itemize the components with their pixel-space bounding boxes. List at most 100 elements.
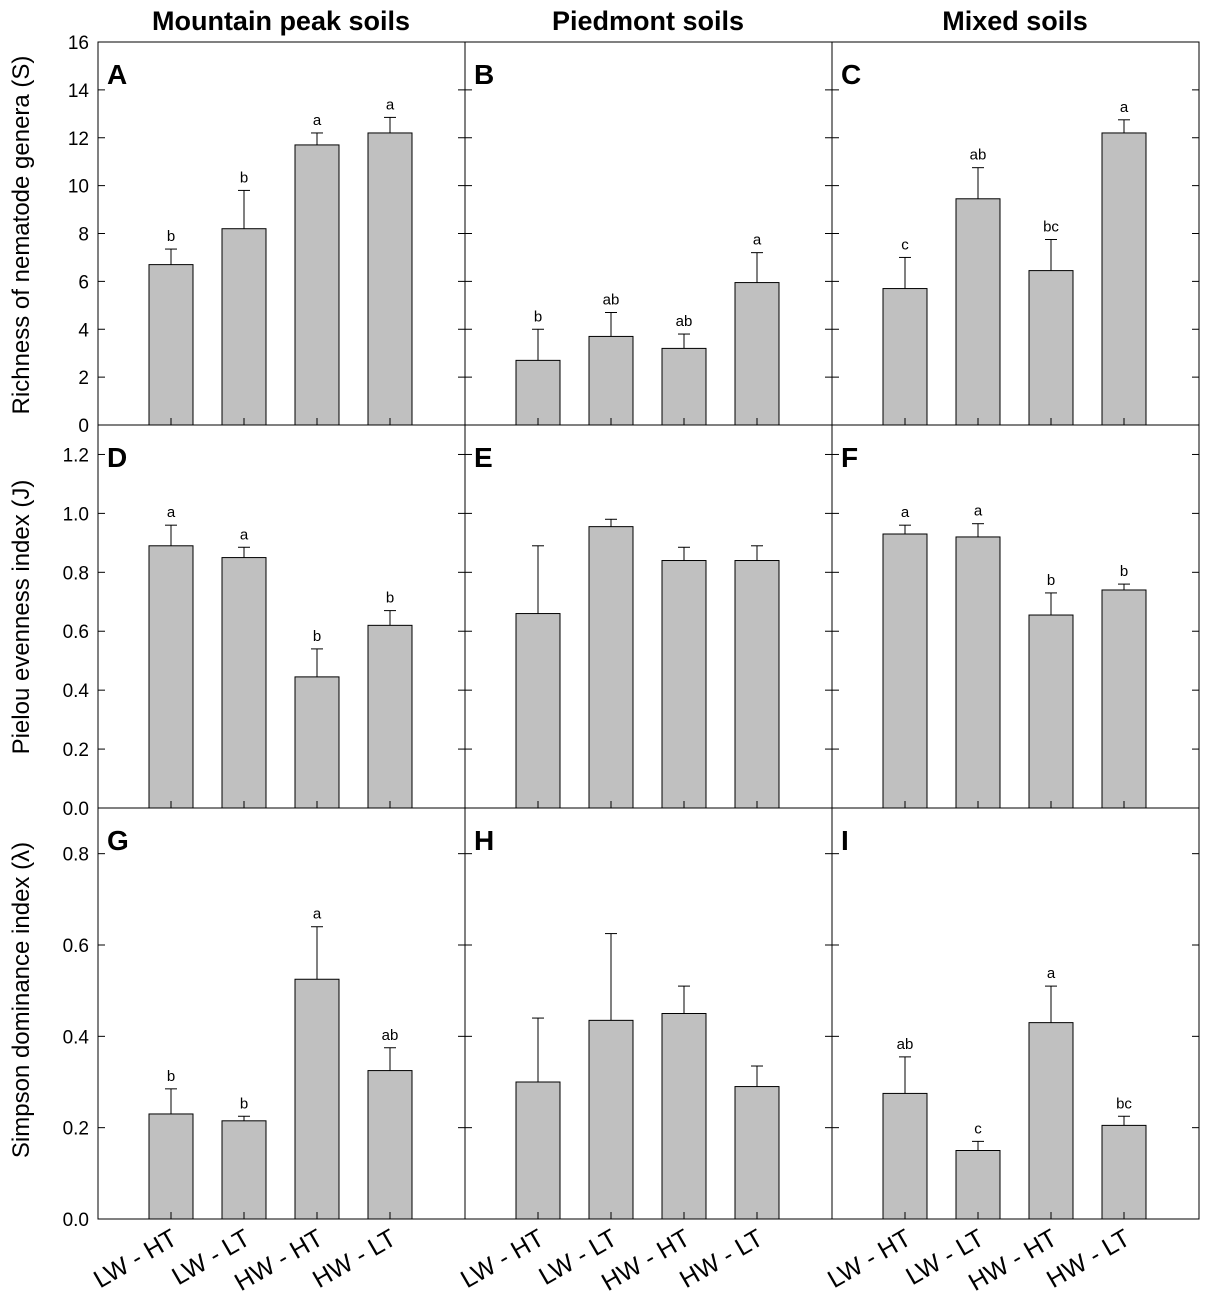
- panel-e: E: [464, 424, 833, 809]
- panel-b-bar-1: [515, 359, 561, 426]
- panel-a-ytick-label: 10: [68, 177, 89, 198]
- panel-a-sig-label-3: a: [313, 112, 322, 129]
- column-title-mixed-soils: Mixed soils: [942, 6, 1088, 36]
- panel-f-bar-2: [955, 536, 1001, 809]
- panel-e-bar-2: [588, 526, 634, 809]
- panel-c-bar-1: [882, 288, 928, 426]
- panel-d-sig-label-1: a: [167, 504, 176, 521]
- panel-a-letter: A: [107, 59, 127, 90]
- row-ylabel-simpson: Simpson dominance index (λ): [8, 842, 35, 1158]
- panel-h-category-label-1: LW - HT: [456, 1224, 549, 1294]
- panel-b-sig-label-4: a: [753, 232, 762, 249]
- panel-g-sig-label-4: ab: [382, 1027, 399, 1044]
- panel-g-ytick-label: 0.8: [63, 845, 89, 866]
- panel-h-category-label-4: HW - LT: [675, 1224, 768, 1294]
- panel-d-bar-3: [294, 676, 340, 809]
- panels-group: 0246810121416bbaaAbababaBcabbcaC0.00.20.…: [63, 33, 1200, 1297]
- panel-d-ytick-label: 0.4: [63, 681, 90, 702]
- panel-a-sig-label-2: b: [240, 169, 248, 186]
- panel-a-bar-1: [148, 264, 194, 426]
- panel-h-bar-1: [515, 1081, 561, 1220]
- panel-g-ytick-label: 0.4: [63, 1027, 90, 1048]
- panel-g-bar-4: [367, 1070, 413, 1220]
- panel-i-bar-3: [1028, 1022, 1074, 1220]
- panel-d-bar-2: [221, 557, 267, 809]
- panel-b-letter: B: [474, 59, 494, 90]
- panel-g-ytick-label: 0.6: [63, 936, 89, 957]
- panel-d-ytick-label: 0.6: [63, 622, 89, 643]
- panel-d-ytick-label: 0.8: [63, 563, 89, 584]
- panel-c-bar-4: [1101, 132, 1147, 426]
- panel-i-category-label-4: HW - LT: [1042, 1224, 1135, 1294]
- panel-g-sig-label-1: b: [167, 1068, 175, 1085]
- panel-b-bar-3: [661, 347, 707, 426]
- panel-a-bar-2: [221, 228, 267, 426]
- panel-i-letter: I: [841, 825, 849, 856]
- panel-d-letter: D: [107, 442, 127, 473]
- panel-a-ytick-label: 16: [68, 33, 89, 54]
- panel-d-ytick-label: 0.0: [63, 799, 89, 820]
- panel-e-bar-1: [515, 613, 561, 809]
- panel-a-ytick-label: 14: [68, 81, 90, 102]
- panel-f-sig-label-1: a: [901, 504, 910, 521]
- panel-i-bar-2: [955, 1150, 1001, 1220]
- panel-c-sig-label-4: a: [1120, 99, 1129, 116]
- panel-b-sig-label-1: b: [534, 308, 542, 325]
- panel-a-ytick-label: 4: [78, 320, 89, 341]
- panel-a-ytick-label: 0: [78, 416, 89, 437]
- panel-b-sig-label-3: ab: [676, 313, 693, 330]
- panel-h-bar-2: [588, 1019, 634, 1220]
- panel-a-ytick-label: 6: [78, 272, 89, 293]
- panel-a-ytick-label: 12: [68, 129, 89, 150]
- panel-d-bar-4: [367, 624, 413, 809]
- panel-f-bar-3: [1028, 614, 1074, 809]
- panel-a-bar-4: [367, 132, 413, 426]
- panel-a-ytick-label: 2: [78, 368, 89, 389]
- panel-g-bar-2: [221, 1120, 267, 1220]
- panel-i-sig-label-1: ab: [897, 1036, 914, 1053]
- panel-c: c ab bc a C: [831, 41, 1200, 426]
- panel-c-sig-label-1: c: [901, 236, 909, 253]
- panel-g-ytick-label: 0.0: [63, 1210, 89, 1231]
- row-ylabel-evenness: Pielou evenness index (J): [8, 480, 35, 755]
- panel-d: 0.0 0.2 0.4 0.6 0.8 1.0 1.2 a a b b D: [63, 424, 466, 820]
- panel-i-sig-label-2: c: [974, 1120, 982, 1137]
- panel-b-bar-4: [734, 282, 780, 426]
- panel-d-ytick-label: 1.2: [63, 445, 89, 466]
- panel-g-category-label-1: LW - HT: [89, 1224, 182, 1294]
- panel-c-bar-3: [1028, 270, 1074, 426]
- panel-a: 0 2 4 6 8 10 12 14 16 b b a a A: [68, 33, 466, 437]
- panel-d-sig-label-3: b: [313, 628, 321, 645]
- panel-i-category-label-1: LW - HT: [823, 1224, 916, 1294]
- panel-c-bar-2: [955, 198, 1001, 426]
- panel-g-sig-label-2: b: [240, 1095, 248, 1112]
- panel-e-letter: E: [474, 442, 493, 473]
- column-title-piedmont-soils: Piedmont soils: [552, 6, 744, 36]
- panel-g-ytick-label: 0.2: [63, 1119, 89, 1140]
- panel-f: a a b b F: [831, 424, 1200, 809]
- panel-a-sig-label-1: b: [167, 228, 175, 245]
- panel-d-sig-label-2: a: [240, 526, 249, 543]
- panel-g-bar-1: [148, 1113, 194, 1220]
- panel-c-letter: C: [841, 59, 861, 90]
- panel-f-bar-4: [1101, 589, 1147, 809]
- panel-e-bar-3: [661, 560, 707, 809]
- panel-h-bar-3: [661, 1013, 707, 1220]
- panel-b-sig-label-2: ab: [603, 291, 620, 308]
- panel-g-sig-label-3: a: [313, 906, 322, 923]
- panel-d-ytick-label: 0.2: [63, 740, 89, 761]
- column-title-mountain-peak-soils: Mountain peak soils: [152, 6, 410, 36]
- panel-g-bar-3: [294, 978, 340, 1220]
- panel-d-sig-label-4: b: [386, 590, 394, 607]
- panel-i-bar-1: [882, 1092, 928, 1220]
- panel-a-sig-label-4: a: [386, 96, 395, 113]
- panel-a-ytick-label: 8: [78, 225, 89, 246]
- panel-i-bar-4: [1101, 1124, 1147, 1220]
- panel-c-sig-label-2: ab: [970, 147, 987, 164]
- panel-c-sig-label-3: bc: [1043, 218, 1059, 235]
- panel-e-bar-4: [734, 560, 780, 809]
- panel-g-category-label-4: HW - LT: [308, 1224, 401, 1294]
- panel-b-bar-2: [588, 335, 634, 426]
